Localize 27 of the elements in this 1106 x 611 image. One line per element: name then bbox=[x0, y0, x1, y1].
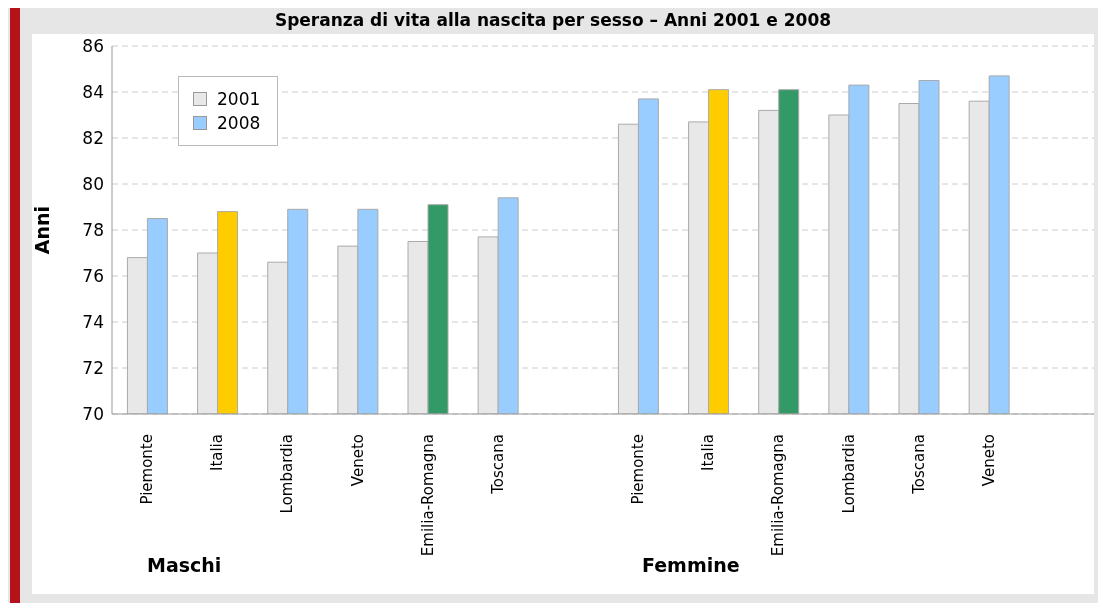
y-tick-label: 80 bbox=[82, 174, 104, 195]
x-tick-label: Italia bbox=[208, 434, 227, 472]
y-tick-label: 86 bbox=[82, 36, 104, 57]
text: Femmine bbox=[642, 554, 740, 576]
x-tick-label: Toscana bbox=[488, 434, 507, 495]
y-axis-title: Anni bbox=[30, 205, 53, 255]
y-tick-label: 82 bbox=[82, 128, 104, 149]
y-tick-label: 72 bbox=[82, 358, 104, 379]
x-tick-label: Piemonte bbox=[629, 434, 648, 505]
legend-label: 2001 bbox=[217, 89, 261, 109]
y-tick-label: 78 bbox=[82, 220, 104, 241]
x-tick-label: Toscana bbox=[909, 434, 928, 495]
text: Maschi bbox=[147, 554, 222, 576]
x-tick-label: Emilia-Romagna bbox=[769, 434, 788, 557]
x-tick-label: Lombardia bbox=[278, 434, 297, 514]
x-tick-label: Italia bbox=[699, 434, 718, 472]
legend-label: 2008 bbox=[217, 113, 261, 133]
y-tick-label: 84 bbox=[82, 82, 104, 103]
y-tick-label: 74 bbox=[82, 312, 104, 333]
x-tick-label: Emilia-Romagna bbox=[418, 434, 437, 557]
x-tick-label: Piemonte bbox=[138, 434, 157, 505]
y-tick-label: 76 bbox=[82, 266, 104, 287]
chart-title: Speranza di vita alla nascita per sesso – Anni 2001 e 2008 bbox=[273, 10, 833, 30]
x-tick-label: Veneto bbox=[348, 434, 367, 487]
x-tick-label: Veneto bbox=[979, 434, 998, 487]
y-tick-label: 70 bbox=[82, 404, 104, 425]
x-tick-label: Lombardia bbox=[839, 434, 858, 514]
